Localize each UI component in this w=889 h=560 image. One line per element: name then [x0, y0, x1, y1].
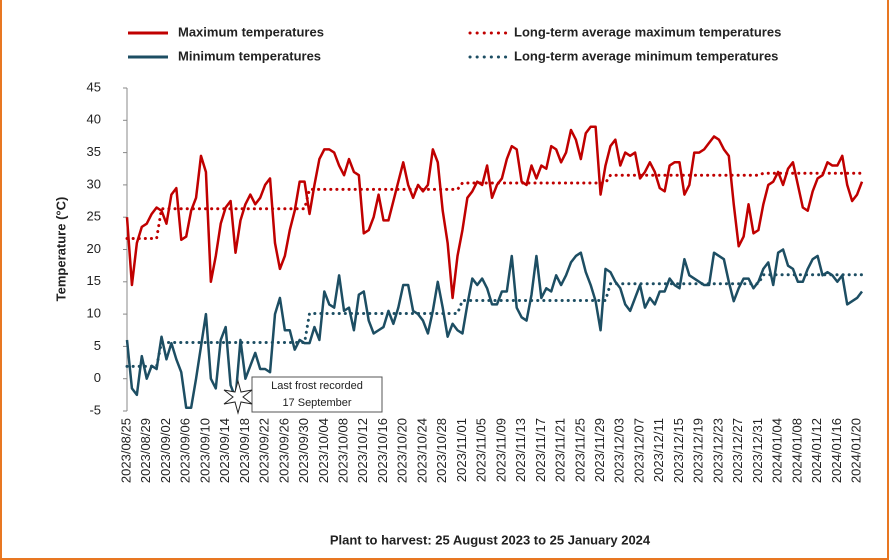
- x-tick-label: 2023/09/26: [276, 418, 291, 483]
- x-tick-label: 2023/11/01: [454, 418, 469, 482]
- average-line: [125, 273, 864, 368]
- y-tick-label: 35: [87, 144, 101, 159]
- x-tick-label: 2023/10/12: [355, 418, 370, 483]
- x-tick-label: 2023/10/08: [335, 418, 350, 483]
- x-tick-label: 2023/12/19: [691, 418, 706, 483]
- temperature-line: [125, 248, 863, 410]
- legend-label: Maximum temperatures: [178, 24, 324, 39]
- x-tick-label: 2023/09/14: [217, 418, 232, 483]
- x-tick-label: 2023/12/03: [612, 418, 627, 483]
- x-tick-label: 2023/09/30: [296, 418, 311, 483]
- x-tick-label: 2023/10/20: [395, 418, 410, 483]
- x-tick-label: 2023/11/29: [592, 418, 607, 482]
- x-tick-label: 2024/01/16: [829, 418, 844, 483]
- frost-star: [223, 379, 253, 415]
- y-tick-label: 10: [87, 306, 101, 321]
- x-tick-label: 2024/01/20: [849, 418, 864, 483]
- x-tick-label: 2023/09/02: [158, 418, 173, 483]
- legend-label: Long-term average minimum temperatures: [514, 48, 778, 63]
- y-axis-label: Temperature (°C): [53, 197, 68, 302]
- x-tick-label: 2024/01/08: [789, 418, 804, 483]
- x-tick-label: 2023/12/27: [730, 418, 745, 483]
- x-tick-label: 2023/11/09: [493, 418, 508, 482]
- y-tick-label: 30: [87, 176, 101, 191]
- y-tick-label: 20: [87, 241, 101, 256]
- x-tick-label: 2023/11/25: [572, 418, 587, 482]
- x-tick-label: 2023/12/07: [631, 418, 646, 483]
- x-tick-label: 2023/12/31: [750, 418, 765, 483]
- x-tick-label: 2023/11/05: [474, 418, 489, 482]
- annotation-text: Last frost recorded: [271, 380, 363, 392]
- x-tick-label: 2023/12/11: [651, 418, 666, 482]
- x-tick-label: 2023/09/18: [237, 418, 252, 483]
- y-tick-label: 40: [87, 112, 101, 127]
- x-tick-label: 2023/10/16: [375, 418, 390, 483]
- x-tick-label: 2023/12/23: [710, 418, 725, 483]
- legend-label: Long-term average maximum temperatures: [514, 24, 781, 39]
- x-tick-label: 2024/01/12: [809, 418, 824, 483]
- x-tick-label: 2023/11/17: [533, 418, 548, 482]
- y-tick-label: 15: [87, 273, 101, 288]
- x-tick-label: 2023/10/24: [414, 418, 429, 483]
- temperature-line: [125, 125, 864, 300]
- legend-label: Minimum temperatures: [178, 48, 321, 63]
- x-tick-label: 2023/11/21: [553, 418, 568, 482]
- x-tick-label: 2023/11/13: [513, 418, 528, 482]
- x-tick-label: 2023/08/29: [138, 418, 153, 483]
- x-tick-label: 2023/10/04: [316, 418, 331, 483]
- x-tick-label: 2023/08/25: [118, 418, 133, 483]
- x-tick-label: 2023/09/22: [257, 418, 272, 483]
- y-tick-label: -5: [89, 402, 101, 417]
- x-tick-label: 2023/09/06: [178, 418, 193, 483]
- average-line: [125, 171, 864, 241]
- annotation-text: 17 September: [282, 397, 351, 409]
- y-tick-label: 0: [94, 370, 101, 385]
- annotation: Last frost recorded 17 September: [223, 376, 383, 415]
- x-tick-label: 2023/09/10: [197, 418, 212, 483]
- x-tick-label: 2023/12/15: [671, 418, 686, 483]
- annotation-box: [251, 376, 383, 413]
- x-axis-label: Plant to harvest: 25 August 2023 to 25 J…: [330, 532, 651, 547]
- x-tick-label: 2023/10/28: [434, 418, 449, 483]
- y-tick-label: 5: [94, 338, 101, 353]
- y-tick-label: 25: [87, 209, 101, 224]
- x-tick-label: 2024/01/04: [770, 418, 785, 483]
- y-tick-label: 45: [87, 79, 101, 94]
